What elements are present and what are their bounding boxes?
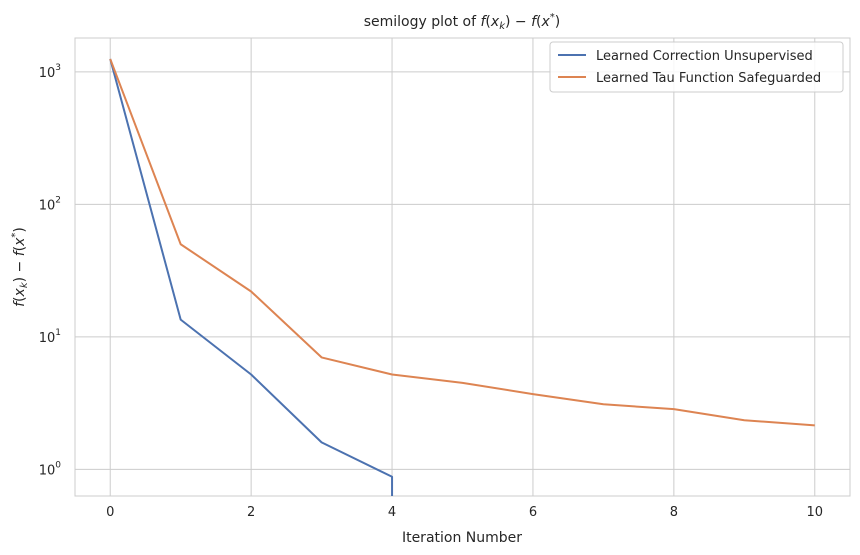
series-line-1	[109, 58, 815, 427]
x-axis-label: Iteration Number	[402, 530, 522, 546]
x-tick-label: 0	[106, 505, 114, 520]
x-tick-label: 8	[670, 505, 678, 520]
y-tick-label: 103	[39, 63, 61, 81]
x-tick-labels: 0 2 4 6 8 10	[106, 505, 823, 520]
legend: Learned Correction Unsupervised Learned …	[549, 41, 844, 93]
legend-box	[549, 41, 844, 93]
y-tick-label: 100	[39, 460, 62, 478]
chart-title-prefix: semilogy plot of	[364, 14, 481, 30]
legend-label-unsupervised: Learned Correction Unsupervised	[596, 49, 813, 64]
y-axis-label: f(xk) − f(x*)	[10, 227, 30, 307]
series-lines	[109, 58, 815, 496]
series-line-0	[109, 58, 394, 496]
chart-title: semilogy plot of f(xk) − f(x*)	[364, 12, 561, 32]
y-tick-label: 101	[39, 328, 61, 346]
x-tick-label: 10	[806, 505, 823, 520]
plot-area	[74, 37, 851, 497]
x-tick-label: 4	[388, 505, 396, 520]
y-tick-label: 102	[39, 195, 61, 213]
legend-label-safeguarded: Learned Tau Function Safeguarded	[596, 71, 821, 86]
title-math: f	[480, 14, 487, 30]
x-tick-label: 2	[247, 505, 255, 520]
y-tick-labels: 100 101 102 103	[39, 63, 62, 479]
x-tick-label: 6	[529, 505, 537, 520]
